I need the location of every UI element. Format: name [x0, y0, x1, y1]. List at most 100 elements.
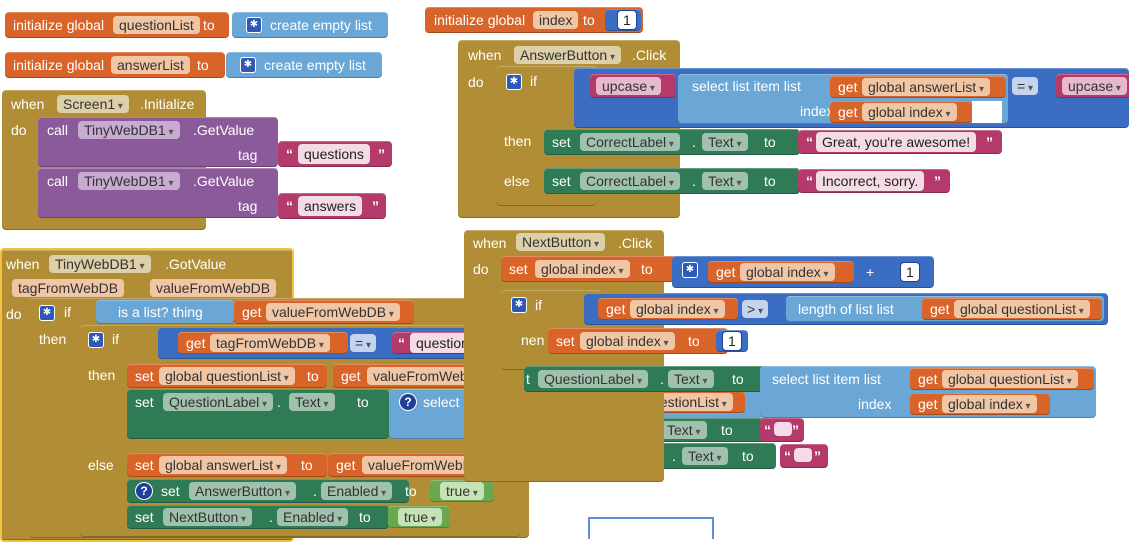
- var-dropdown[interactable]: global index: [942, 395, 1037, 413]
- get-var-block[interactable]: get global questionList: [922, 298, 1102, 320]
- set-label-text-block[interactable]: set QuestionLabel . Text to: [127, 389, 389, 439]
- text-block[interactable]: “ questions ”: [392, 332, 508, 354]
- component-dropdown[interactable]: NextButton: [516, 233, 606, 251]
- component-dropdown[interactable]: CorrectLabel: [580, 133, 680, 151]
- get-var-block[interactable]: get global index: [598, 298, 738, 320]
- var-dropdown[interactable]: global answerList: [862, 78, 990, 96]
- number-field[interactable]: 1: [722, 331, 742, 351]
- get-var-block[interactable]: get global index: [708, 261, 854, 283]
- true-block[interactable]: true: [430, 480, 494, 502]
- component-dropdown[interactable]: NextButton: [163, 508, 253, 526]
- is-list-block[interactable]: is a list? thing: [96, 300, 234, 324]
- set-global-block[interactable]: set global answerList to: [127, 453, 327, 477]
- var-name-field[interactable]: index: [533, 11, 579, 29]
- text-block[interactable]: “ Incorrect, sorry. ”: [798, 169, 950, 193]
- var-dropdown[interactable]: global index: [862, 103, 957, 121]
- gear-icon[interactable]: ✱: [506, 74, 522, 90]
- gear-icon[interactable]: ✱: [511, 297, 527, 313]
- empty-text-block[interactable]: “ ”: [780, 444, 828, 468]
- get-var-block[interactable]: get tagFromWebDB: [178, 332, 348, 354]
- get-var-block[interactable]: get global index: [830, 101, 972, 123]
- text-field[interactable]: questions: [410, 333, 482, 353]
- create-empty-list-block[interactable]: ✱ create empty list: [226, 52, 382, 78]
- empty-text-block[interactable]: “ ”: [760, 418, 804, 442]
- property-dropdown[interactable]: Text: [668, 370, 714, 388]
- var-dropdown[interactable]: global index: [630, 300, 725, 318]
- property-dropdown[interactable]: Text: [289, 393, 335, 411]
- param-value[interactable]: valueFromWebDB: [150, 279, 277, 297]
- var-name-field[interactable]: answerList: [111, 56, 190, 74]
- init-answer-list-block[interactable]: initialize global answerList to: [5, 52, 225, 78]
- text-block[interactable]: “ questions ”: [278, 141, 392, 167]
- compare-block[interactable]: upcase select list item list get global …: [574, 68, 1129, 128]
- set-enabled-block[interactable]: ? set AnswerButton . Enabled to: [127, 479, 417, 503]
- select-list-item-block[interactable]: select list item list get global answerL…: [678, 74, 1008, 124]
- upcase-dropdown[interactable]: upcase: [596, 77, 661, 95]
- var-dropdown[interactable]: valueFromWebDB: [266, 303, 400, 321]
- set-label-text-block[interactable]: set CorrectLabel . Text to: [544, 129, 800, 155]
- property-dropdown[interactable]: Text: [702, 133, 748, 151]
- question-mark-icon[interactable]: ?: [135, 482, 153, 500]
- empty-text-field[interactable]: [774, 422, 792, 436]
- set-global-block[interactable]: set global questionList to: [127, 364, 327, 388]
- property-dropdown[interactable]: Enabled: [277, 508, 349, 526]
- text-field[interactable]: answers: [298, 196, 363, 216]
- text-block[interactable]: “ Great, you're awesome! ”: [798, 130, 1002, 154]
- var-dropdown[interactable]: global index: [740, 263, 835, 281]
- number-field[interactable]: 1: [617, 10, 637, 30]
- length-of-list-block[interactable]: length of list list get global questionL…: [786, 296, 1104, 322]
- question-mark-icon[interactable]: ?: [399, 393, 417, 411]
- init-question-list-block[interactable]: initialize global questionList to: [5, 12, 229, 38]
- set-label-text-block[interactable]: t QuestionLabel . Text to: [524, 366, 768, 392]
- upcase-block[interactable]: upcase: [590, 74, 676, 98]
- true-block[interactable]: true: [388, 506, 450, 528]
- boolean-dropdown[interactable]: true: [398, 508, 442, 526]
- empty-text-field[interactable]: [794, 448, 812, 462]
- upcase-dropdown[interactable]: upcase: [1062, 77, 1127, 95]
- add-block[interactable]: ✱ get global index + 1: [672, 256, 934, 288]
- component-dropdown[interactable]: AnswerButton: [189, 482, 296, 500]
- get-var-block[interactable]: get global answerList: [830, 76, 1006, 98]
- text-block[interactable]: “ answers ”: [278, 193, 386, 219]
- gear-icon[interactable]: ✱: [682, 262, 698, 278]
- number-field[interactable]: 1: [900, 262, 920, 282]
- var-dropdown[interactable]: global answerList: [159, 456, 287, 474]
- call-getvalue-block[interactable]: call TinyWebDB1 .GetValue tag: [38, 117, 278, 167]
- var-dropdown[interactable]: tagFromWebDB: [210, 334, 330, 352]
- var-dropdown[interactable]: global questionList: [954, 300, 1090, 318]
- component-dropdown[interactable]: QuestionLabel: [538, 370, 649, 388]
- upcase-block[interactable]: upcase: [1056, 74, 1129, 98]
- init-index-block[interactable]: initialize global index to 1: [425, 7, 643, 33]
- component-dropdown[interactable]: QuestionLabel: [163, 393, 274, 411]
- set-label-text-block[interactable]: set CorrectLabel . Text to: [544, 168, 800, 194]
- property-dropdown[interactable]: Text: [682, 447, 728, 465]
- number-block[interactable]: 1: [716, 330, 748, 352]
- get-var-block[interactable]: get global questionList: [910, 368, 1094, 390]
- property-dropdown[interactable]: Enabled: [321, 482, 393, 500]
- var-dropdown[interactable]: global questionList: [159, 367, 295, 385]
- gear-icon[interactable]: ✱: [88, 332, 104, 348]
- property-dropdown[interactable]: Text: [702, 172, 748, 190]
- call-getvalue-block[interactable]: call TinyWebDB1 .GetValue tag: [38, 168, 278, 218]
- var-name-field[interactable]: questionList: [113, 16, 200, 34]
- gear-icon[interactable]: ✱: [246, 17, 262, 33]
- var-dropdown[interactable]: valueFromWebDB: [362, 456, 496, 474]
- operator-dropdown[interactable]: =: [350, 334, 376, 352]
- get-var-block[interactable]: get valueFromWebDB: [234, 300, 414, 324]
- operator-dropdown[interactable]: >: [742, 300, 768, 318]
- compare-block[interactable]: get tagFromWebDB = “ questions ”: [158, 327, 520, 359]
- number-block[interactable]: 1: [605, 9, 641, 31]
- text-field[interactable]: Great, you're awesome!: [816, 132, 977, 152]
- param-tag[interactable]: tagFromWebDB: [12, 279, 125, 297]
- select-list-item-block[interactable]: select list item list get global questio…: [760, 366, 1096, 418]
- compare-block[interactable]: get global index > length of list list g…: [584, 293, 1108, 325]
- var-dropdown[interactable]: global questionList: [942, 370, 1078, 388]
- set-global-block[interactable]: set global index to: [501, 256, 677, 282]
- component-dropdown[interactable]: TinyWebDB1: [78, 121, 180, 139]
- component-dropdown[interactable]: TinyWebDB1: [49, 255, 151, 273]
- component-dropdown[interactable]: TinyWebDB1: [78, 172, 180, 190]
- get-var-block[interactable]: get global index: [910, 393, 1050, 415]
- text-field[interactable]: Incorrect, sorry.: [816, 171, 925, 191]
- var-dropdown[interactable]: global index: [535, 260, 630, 278]
- boolean-dropdown[interactable]: true: [440, 482, 484, 500]
